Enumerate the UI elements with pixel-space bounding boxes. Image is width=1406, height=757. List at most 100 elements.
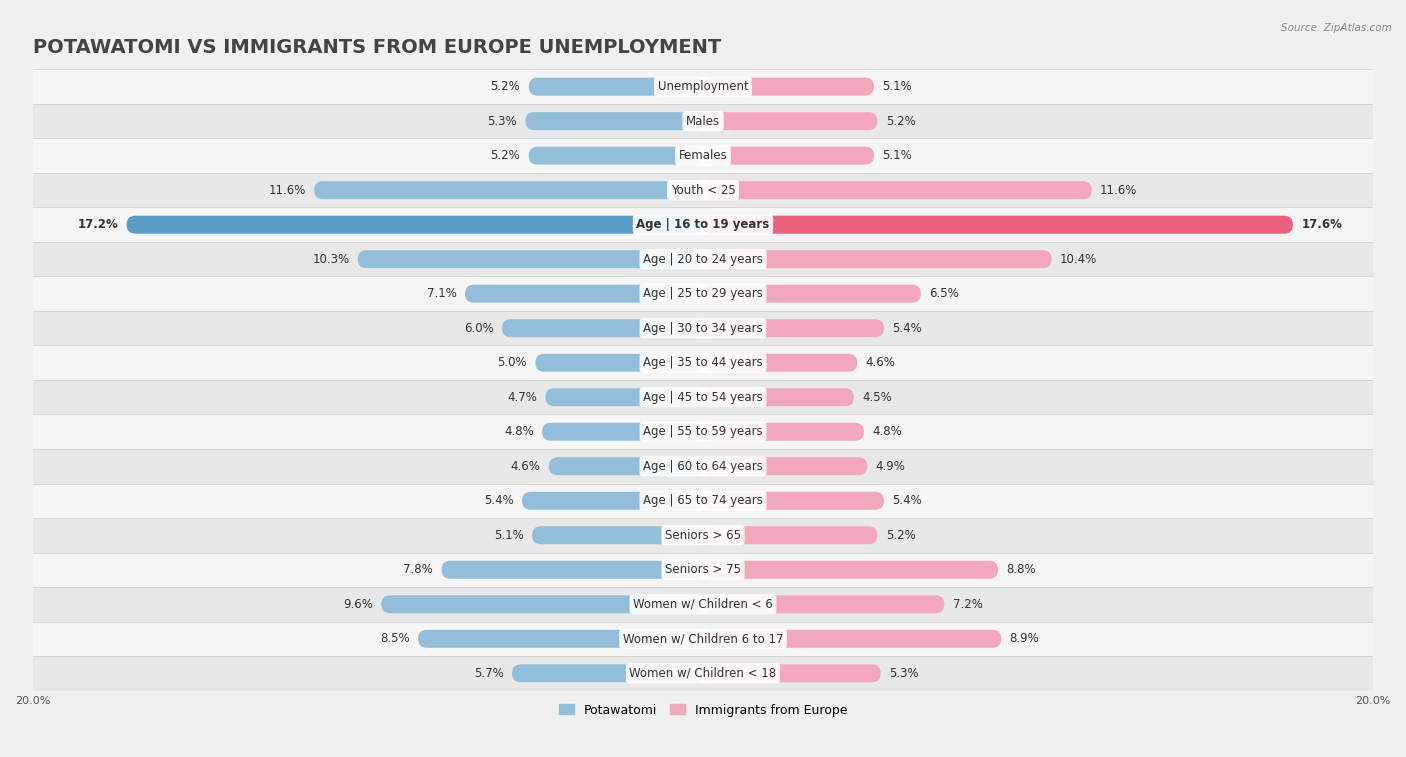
Text: 5.3%: 5.3% (889, 667, 918, 680)
FancyBboxPatch shape (357, 251, 703, 268)
FancyBboxPatch shape (703, 457, 868, 475)
Text: 4.6%: 4.6% (510, 459, 540, 473)
Text: 5.2%: 5.2% (886, 114, 915, 128)
Text: Women w/ Children < 18: Women w/ Children < 18 (630, 667, 776, 680)
Bar (32, 276, 1374, 311)
Text: 4.5%: 4.5% (862, 391, 891, 403)
FancyBboxPatch shape (381, 595, 703, 613)
Text: 8.5%: 8.5% (380, 632, 409, 645)
FancyBboxPatch shape (418, 630, 703, 648)
Text: 8.8%: 8.8% (1007, 563, 1036, 576)
Bar (32, 518, 1374, 553)
Text: Males: Males (686, 114, 720, 128)
FancyBboxPatch shape (703, 422, 863, 441)
FancyBboxPatch shape (703, 492, 884, 509)
FancyBboxPatch shape (502, 319, 703, 337)
Text: 11.6%: 11.6% (1099, 184, 1137, 197)
FancyBboxPatch shape (465, 285, 703, 303)
FancyBboxPatch shape (526, 112, 703, 130)
Bar (32, 207, 1374, 242)
FancyBboxPatch shape (512, 665, 703, 682)
Text: 17.2%: 17.2% (77, 218, 118, 231)
Text: 5.2%: 5.2% (491, 80, 520, 93)
Bar (32, 484, 1374, 518)
Text: 8.9%: 8.9% (1010, 632, 1039, 645)
Text: 4.8%: 4.8% (872, 425, 903, 438)
Text: Unemployment: Unemployment (658, 80, 748, 93)
Text: 6.0%: 6.0% (464, 322, 494, 335)
FancyBboxPatch shape (543, 422, 703, 441)
Text: Age | 16 to 19 years: Age | 16 to 19 years (637, 218, 769, 231)
Bar (32, 621, 1374, 656)
Text: 11.6%: 11.6% (269, 184, 307, 197)
FancyBboxPatch shape (703, 147, 875, 164)
Text: Age | 30 to 34 years: Age | 30 to 34 years (643, 322, 763, 335)
Text: 5.4%: 5.4% (484, 494, 513, 507)
Text: 10.3%: 10.3% (312, 253, 350, 266)
Text: 5.4%: 5.4% (893, 322, 922, 335)
FancyBboxPatch shape (703, 78, 875, 95)
Bar (32, 173, 1374, 207)
Text: 5.1%: 5.1% (494, 529, 523, 542)
FancyBboxPatch shape (531, 526, 703, 544)
Text: 4.9%: 4.9% (876, 459, 905, 473)
FancyBboxPatch shape (703, 595, 945, 613)
Text: Age | 55 to 59 years: Age | 55 to 59 years (643, 425, 763, 438)
Bar (32, 656, 1374, 690)
Bar (32, 70, 1374, 104)
Text: 5.1%: 5.1% (883, 149, 912, 162)
Bar (32, 242, 1374, 276)
Text: 5.7%: 5.7% (474, 667, 503, 680)
FancyBboxPatch shape (314, 181, 703, 199)
Text: Age | 65 to 74 years: Age | 65 to 74 years (643, 494, 763, 507)
Bar (32, 449, 1374, 484)
Text: 6.5%: 6.5% (929, 287, 959, 301)
FancyBboxPatch shape (536, 354, 703, 372)
Text: 5.4%: 5.4% (893, 494, 922, 507)
Text: 5.3%: 5.3% (488, 114, 517, 128)
FancyBboxPatch shape (441, 561, 703, 579)
Text: 4.6%: 4.6% (866, 357, 896, 369)
FancyBboxPatch shape (703, 181, 1092, 199)
Text: 7.2%: 7.2% (953, 598, 983, 611)
Text: 17.6%: 17.6% (1302, 218, 1343, 231)
Bar (32, 139, 1374, 173)
Text: 5.1%: 5.1% (883, 80, 912, 93)
Bar (32, 553, 1374, 587)
Bar (32, 380, 1374, 415)
FancyBboxPatch shape (703, 285, 921, 303)
Bar (32, 311, 1374, 345)
FancyBboxPatch shape (703, 216, 1294, 234)
FancyBboxPatch shape (703, 251, 1052, 268)
FancyBboxPatch shape (703, 354, 858, 372)
FancyBboxPatch shape (703, 665, 880, 682)
Bar (32, 415, 1374, 449)
Legend: Potawatomi, Immigrants from Europe: Potawatomi, Immigrants from Europe (554, 699, 852, 721)
Text: Age | 25 to 29 years: Age | 25 to 29 years (643, 287, 763, 301)
Bar (32, 345, 1374, 380)
FancyBboxPatch shape (529, 147, 703, 164)
Text: Females: Females (679, 149, 727, 162)
FancyBboxPatch shape (703, 112, 877, 130)
FancyBboxPatch shape (703, 388, 853, 407)
Text: POTAWATOMI VS IMMIGRANTS FROM EUROPE UNEMPLOYMENT: POTAWATOMI VS IMMIGRANTS FROM EUROPE UNE… (32, 38, 721, 57)
Text: 7.1%: 7.1% (427, 287, 457, 301)
FancyBboxPatch shape (529, 78, 703, 95)
Text: 4.7%: 4.7% (508, 391, 537, 403)
FancyBboxPatch shape (548, 457, 703, 475)
FancyBboxPatch shape (127, 216, 703, 234)
Text: 10.4%: 10.4% (1060, 253, 1097, 266)
FancyBboxPatch shape (703, 630, 1001, 648)
Text: Women w/ Children 6 to 17: Women w/ Children 6 to 17 (623, 632, 783, 645)
Text: Age | 35 to 44 years: Age | 35 to 44 years (643, 357, 763, 369)
FancyBboxPatch shape (522, 492, 703, 509)
FancyBboxPatch shape (703, 561, 998, 579)
FancyBboxPatch shape (546, 388, 703, 407)
Text: Source: ZipAtlas.com: Source: ZipAtlas.com (1281, 23, 1392, 33)
Bar (32, 104, 1374, 139)
Text: Women w/ Children < 6: Women w/ Children < 6 (633, 598, 773, 611)
FancyBboxPatch shape (703, 526, 877, 544)
Text: Seniors > 75: Seniors > 75 (665, 563, 741, 576)
Text: Age | 20 to 24 years: Age | 20 to 24 years (643, 253, 763, 266)
Text: Age | 45 to 54 years: Age | 45 to 54 years (643, 391, 763, 403)
